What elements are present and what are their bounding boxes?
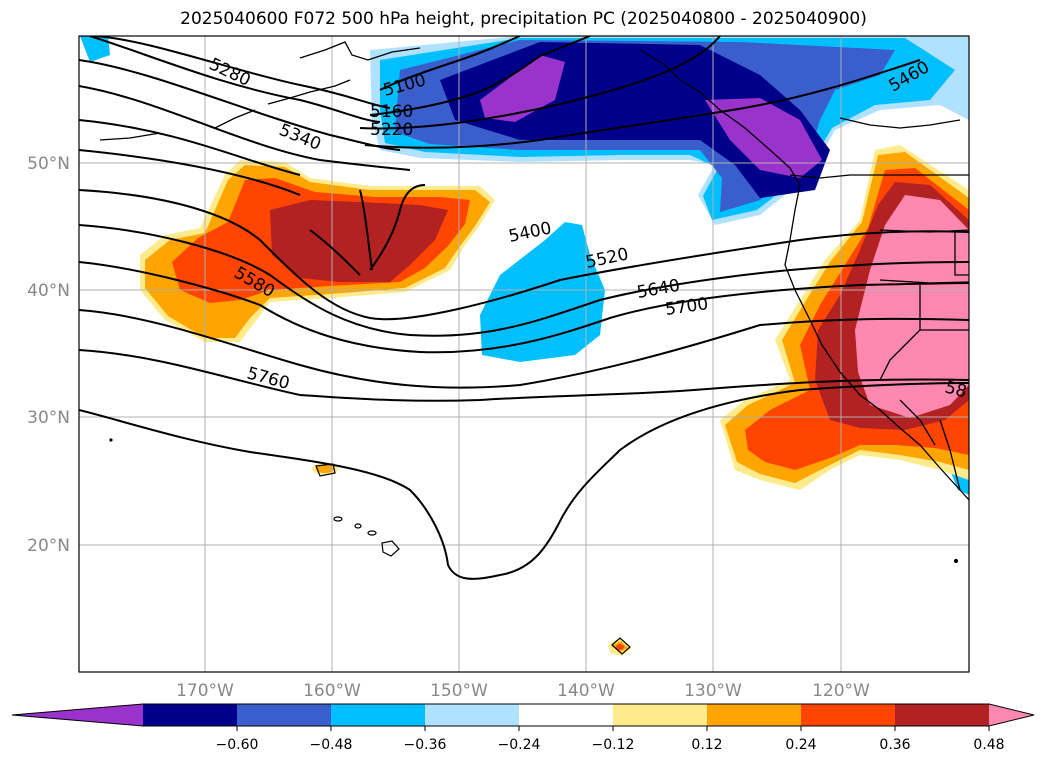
colorbar-segment [801,704,896,726]
colorbar-outline [11,703,1035,727]
colorbar-tick-label: −0.24 [498,737,541,753]
lon-label-140w: 140°W [557,681,615,701]
colorbar-segment [143,704,238,726]
height-contours [79,36,969,580]
lon-label-150w: 150°W [430,681,488,701]
colorbar-tick-label: 0.24 [785,737,816,753]
colorbar-segment [425,704,520,726]
graticule [79,36,969,672]
lon-label-170w: 170°W [176,681,234,701]
colorbar-segment [707,704,802,726]
colorbar-tick-label: −0.36 [404,737,447,753]
contour-label-5220: 5220 [370,120,413,140]
negative-anomaly-region [80,36,969,495]
lat-label-20n: 20°N [27,536,70,556]
colorbar-segment [519,704,614,726]
contour-label-5160: 5160 [370,102,413,122]
coastlines [99,41,969,501]
colorbar: −0.60 −0.48 −0.36 −0.24 −0.12 0.12 0.24 0.36 0.4… [11,703,1035,753]
colorbar-segment [237,704,332,726]
lon-label-120w: 120°W [812,681,870,701]
lat-label-30n: 30°N [27,408,70,428]
longitude-labels: 170°W 160°W 150°W 140°W 130°W 120°W [176,681,870,701]
map-frame [78,35,970,673]
figure-title: 2025040600 F072 500 hPa height, precipit… [180,9,867,29]
lat-label-40n: 40°N [27,281,70,301]
colorbar-tick-label: −0.48 [310,737,353,753]
colorbar-tick-label: 0.12 [691,737,722,753]
lon-label-130w: 130°W [684,681,742,701]
positive-anomaly-central [140,160,495,342]
lon-label-160w: 160°W [303,681,361,701]
colorbar-segment [613,704,708,726]
latitude-labels: 50°N 40°N 30°N 20°N [27,154,70,556]
colorbar-tick-label: −0.60 [216,737,259,753]
colorbar-tick-label: 0.36 [879,737,910,753]
colorbar-tick-label: −0.12 [592,737,635,753]
colorbar-tick-label: 0.48 [973,737,1004,753]
colorbar-segment [895,704,990,726]
colorbar-extend-high [989,704,1034,726]
colorbar-extend-low [12,704,143,726]
colorbar-segment [331,704,426,726]
lat-label-50n: 50°N [27,154,70,174]
